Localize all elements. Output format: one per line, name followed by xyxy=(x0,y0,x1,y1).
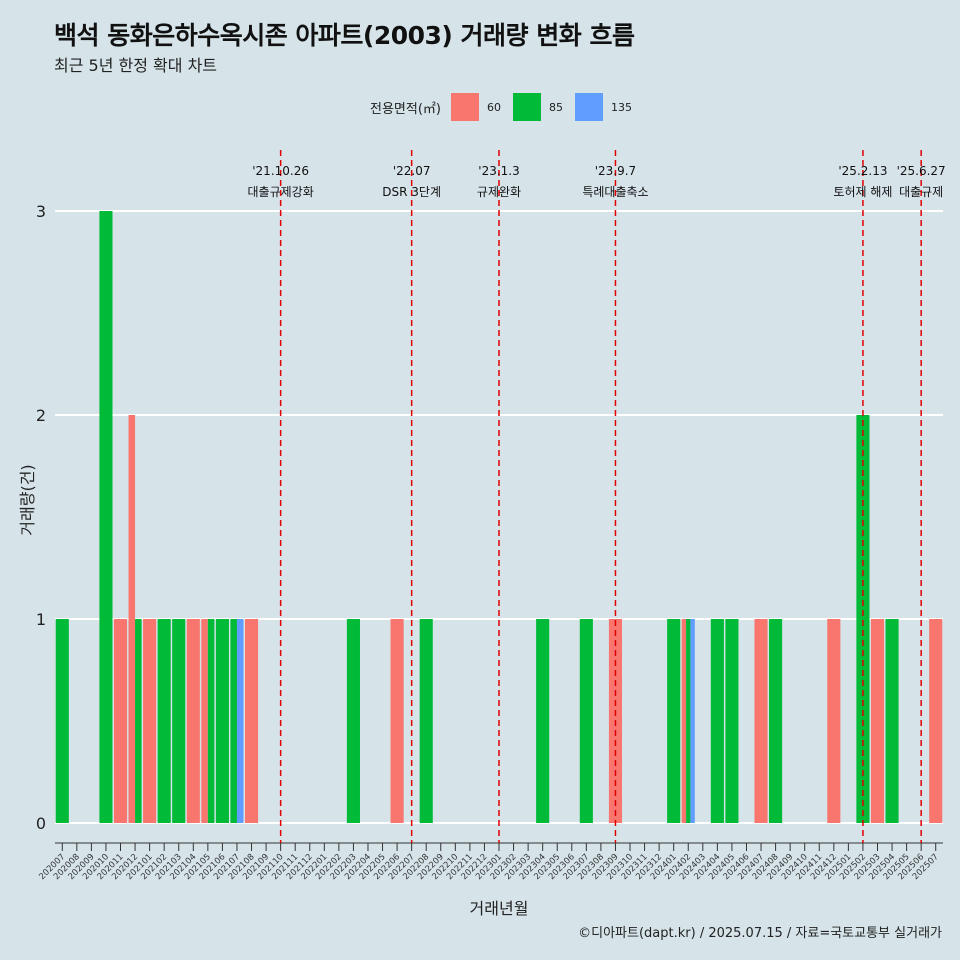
bar-202402-135 xyxy=(690,619,695,823)
legend-label-85: 85 xyxy=(548,100,563,114)
chart-title: 백석 동화은하수옥시존 아파트(2003) 거래량 변화 흐름 xyxy=(54,21,635,50)
bar-202101-60 xyxy=(143,619,157,823)
bar-202104-60 xyxy=(186,619,200,823)
event-label-202110: 대출규제강화 xyxy=(248,185,314,199)
legend-item-60: 60 xyxy=(450,93,501,121)
bar-202106-85 xyxy=(215,619,229,823)
legend-label-135: 135 xyxy=(610,100,632,114)
x-axis-title: 거래년월 xyxy=(470,899,529,918)
bar-202502-85 xyxy=(856,415,870,823)
legend-title: 전용면적(㎡) xyxy=(370,101,441,117)
bar-202007-85 xyxy=(55,619,69,823)
event-date-202110: '21.10.26 xyxy=(252,164,309,178)
bar-202103-85 xyxy=(172,619,186,823)
legend-item-135: 135 xyxy=(574,93,632,121)
bar-202208-85 xyxy=(419,619,433,823)
chart-subtitle: 최근 5년 한정 확대 차트 xyxy=(54,56,218,75)
bar-202010-85 xyxy=(99,211,113,823)
legend-label-60: 60 xyxy=(486,100,501,114)
bar-202108-60 xyxy=(244,619,259,823)
event-label-202301: 규제완화 xyxy=(477,185,521,199)
event-label-202309: 특례대출축소 xyxy=(582,185,648,199)
bar-202206-60 xyxy=(390,619,404,823)
bar-202105-60 xyxy=(201,619,208,823)
bar-202402-60 xyxy=(681,619,687,823)
event-label-202207: DSR 3단계 xyxy=(382,185,441,199)
legend: 전용면적(㎡) 60 85 135 xyxy=(370,93,644,121)
bar-202304-85 xyxy=(536,619,550,823)
bar-202504-85 xyxy=(885,619,899,823)
event-date-202502: '25.2.13 xyxy=(838,164,887,178)
event-label-202502: 토허제 해제 xyxy=(833,185,892,199)
bar-202107-135 xyxy=(236,619,244,823)
bar-202407-60 xyxy=(754,619,768,823)
bar-202405-85 xyxy=(725,619,739,823)
bar-202102-85 xyxy=(157,619,171,823)
bar-202012-85 xyxy=(135,619,142,823)
bar-202307-85 xyxy=(579,619,593,823)
bar-202401-85 xyxy=(667,619,681,823)
y-axis-title: 거래량(건) xyxy=(18,464,37,535)
bar-202412-60 xyxy=(827,619,841,823)
bar-202402-85 xyxy=(686,619,691,823)
y-tick-label: 1 xyxy=(36,610,46,629)
y-tick-label: 3 xyxy=(36,202,46,221)
bar-202503-60 xyxy=(870,619,885,823)
legend-item-85: 85 xyxy=(512,93,563,121)
bar-202012-60 xyxy=(128,415,136,823)
event-date-202301: '23.1.3 xyxy=(478,164,519,178)
bar-202404-85 xyxy=(710,619,724,823)
event-date-202207: '22.07 xyxy=(393,164,431,178)
bar-202408-85 xyxy=(769,619,783,823)
event-date-202309: '23.9.7 xyxy=(595,164,636,178)
bar-202507-60 xyxy=(929,619,943,823)
bar-202107-85 xyxy=(230,619,237,823)
y-tick-label: 2 xyxy=(36,406,46,425)
source-caption: ©디아파트(dapt.kr) / 2025.07.15 / 자료=국토교통부 실… xyxy=(578,926,942,941)
bar-202011-60 xyxy=(113,619,128,823)
legend-swatch-85 xyxy=(512,93,541,121)
event-label-202506: 대출규제 xyxy=(899,185,943,199)
legend-swatch-60 xyxy=(450,93,479,121)
legend-swatch-135 xyxy=(574,93,603,121)
bar-202203-85 xyxy=(346,619,360,823)
event-date-202506: '25.6.27 xyxy=(897,164,946,178)
y-tick-label: 0 xyxy=(36,814,46,833)
bar-202105-85 xyxy=(207,619,215,823)
